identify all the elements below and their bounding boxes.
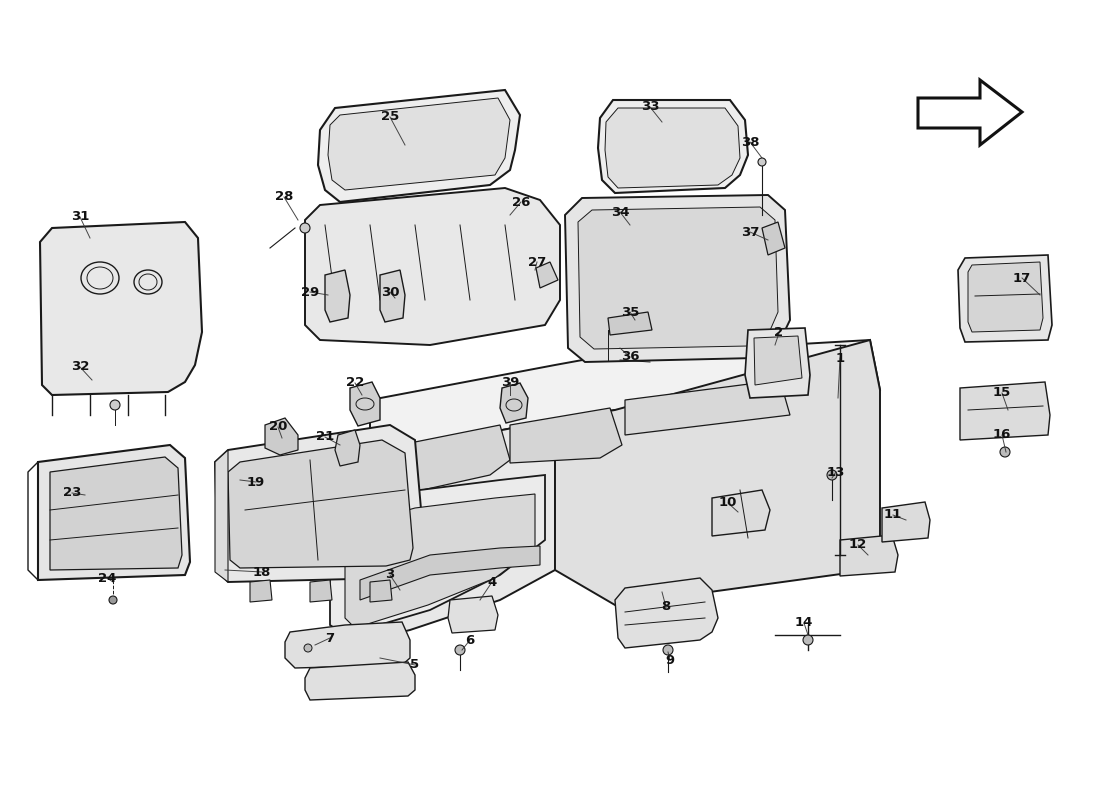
Polygon shape	[265, 418, 298, 455]
Circle shape	[110, 400, 120, 410]
Polygon shape	[305, 662, 415, 700]
Polygon shape	[448, 596, 498, 633]
Text: 3: 3	[385, 569, 395, 582]
Polygon shape	[556, 340, 880, 605]
Text: 10: 10	[718, 497, 737, 510]
Polygon shape	[625, 380, 790, 435]
Text: 38: 38	[740, 135, 759, 149]
Circle shape	[803, 635, 813, 645]
Text: 5: 5	[410, 658, 419, 671]
Text: 16: 16	[993, 429, 1011, 442]
Polygon shape	[345, 494, 535, 628]
Polygon shape	[336, 430, 360, 466]
Polygon shape	[745, 328, 810, 398]
Polygon shape	[510, 408, 622, 463]
Circle shape	[827, 470, 837, 480]
Polygon shape	[960, 382, 1050, 440]
Text: 36: 36	[620, 350, 639, 363]
Text: 22: 22	[345, 377, 364, 390]
Text: 17: 17	[1013, 271, 1031, 285]
Text: 30: 30	[381, 286, 399, 298]
Text: 37: 37	[740, 226, 759, 238]
Circle shape	[1000, 447, 1010, 457]
Polygon shape	[50, 457, 182, 570]
Text: 11: 11	[884, 509, 902, 522]
Polygon shape	[370, 580, 392, 602]
Text: 25: 25	[381, 110, 399, 123]
Polygon shape	[310, 580, 332, 602]
Polygon shape	[712, 490, 770, 536]
Text: 15: 15	[993, 386, 1011, 399]
Polygon shape	[754, 336, 802, 385]
Text: 39: 39	[500, 375, 519, 389]
Text: 14: 14	[795, 617, 813, 630]
Text: 31: 31	[70, 210, 89, 223]
Circle shape	[109, 596, 117, 604]
Text: 7: 7	[326, 631, 334, 645]
Polygon shape	[340, 420, 556, 640]
Polygon shape	[214, 425, 425, 582]
Polygon shape	[285, 622, 410, 668]
Text: 32: 32	[70, 361, 89, 374]
Polygon shape	[918, 80, 1022, 145]
Polygon shape	[500, 383, 528, 423]
Text: 8: 8	[661, 601, 671, 614]
Text: 23: 23	[63, 486, 81, 499]
Polygon shape	[330, 475, 544, 635]
Polygon shape	[882, 502, 930, 542]
Circle shape	[300, 223, 310, 233]
Polygon shape	[324, 270, 350, 322]
Text: 27: 27	[528, 255, 546, 269]
Text: 24: 24	[98, 571, 117, 585]
Polygon shape	[615, 578, 718, 648]
Circle shape	[455, 645, 465, 655]
Polygon shape	[578, 207, 778, 349]
Text: 21: 21	[316, 430, 334, 443]
Text: 28: 28	[275, 190, 294, 203]
Text: 19: 19	[246, 475, 265, 489]
Text: 2: 2	[774, 326, 783, 339]
Polygon shape	[39, 445, 190, 580]
Polygon shape	[958, 255, 1052, 342]
Text: 29: 29	[301, 286, 319, 298]
Text: 35: 35	[620, 306, 639, 318]
Polygon shape	[565, 195, 790, 362]
Polygon shape	[608, 312, 652, 335]
Polygon shape	[214, 450, 228, 582]
Text: 4: 4	[487, 575, 496, 589]
Text: 18: 18	[253, 566, 272, 578]
Circle shape	[758, 158, 766, 166]
Text: 12: 12	[849, 538, 867, 551]
Polygon shape	[350, 382, 380, 426]
Polygon shape	[360, 546, 540, 600]
Text: 9: 9	[666, 654, 674, 666]
Polygon shape	[318, 90, 520, 202]
Text: 6: 6	[465, 634, 474, 646]
Polygon shape	[968, 262, 1043, 332]
Text: 13: 13	[827, 466, 845, 478]
Polygon shape	[228, 440, 412, 568]
Circle shape	[304, 644, 312, 652]
Polygon shape	[40, 222, 202, 395]
Circle shape	[663, 645, 673, 655]
Polygon shape	[400, 425, 510, 495]
Text: 34: 34	[610, 206, 629, 218]
Polygon shape	[379, 270, 405, 322]
Text: 20: 20	[268, 421, 287, 434]
Polygon shape	[370, 340, 880, 455]
Polygon shape	[250, 580, 272, 602]
Polygon shape	[536, 262, 558, 288]
Polygon shape	[328, 98, 510, 190]
Text: 1: 1	[835, 351, 845, 365]
Text: 26: 26	[512, 195, 530, 209]
Polygon shape	[605, 108, 740, 188]
Polygon shape	[598, 100, 748, 193]
Polygon shape	[305, 188, 560, 345]
Polygon shape	[840, 535, 898, 576]
Polygon shape	[762, 222, 785, 255]
Text: 33: 33	[640, 101, 659, 114]
